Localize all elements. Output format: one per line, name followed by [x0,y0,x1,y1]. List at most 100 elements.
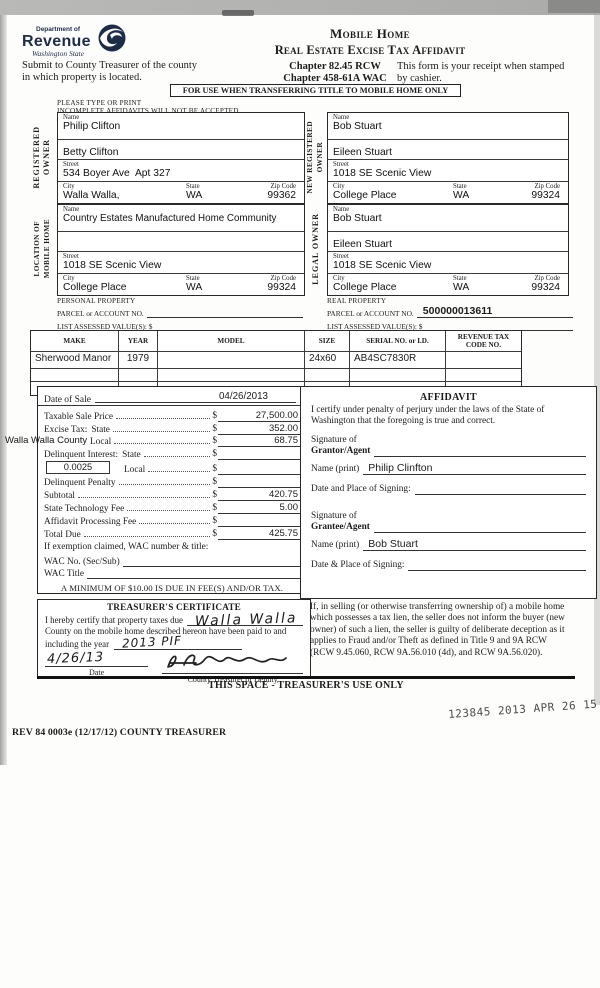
dot-leader [83,535,211,537]
chapter-line1: Chapter 82.45 RCW [289,61,381,72]
registered-name1-value: Philip Clifton [63,121,121,132]
wac-title-label: WAC Title [44,569,85,580]
chapter-line2: Chapter 458-61A WAC [283,72,387,84]
form-title: Mobile Home Real Estate Excise Tax Affid… [215,26,525,58]
receipt-line2: by cashier. [397,72,442,84]
state-cell: State WA [181,274,238,295]
dollar-sign: $ [212,528,217,539]
col-year: YEAR [118,331,157,351]
location-city-row: City College Place State WA Zip Code 993… [58,273,304,295]
table-empty-cell [304,368,349,381]
year-value: 1979 [118,351,157,368]
delinquent-interest-label: Delinquent Interest: [44,450,119,461]
state-cell: State WA [181,182,238,203]
table-empty-cell [349,368,445,381]
registered-state-value: WA [186,190,203,201]
dot-leader [78,496,211,498]
treasurers-certificate-box: TREASURER'S CERTIFICATE I hereby certify… [37,599,311,684]
legal-city-row: City College Place State WA Zip Code 993… [328,273,568,295]
size-value: 24x60 [304,351,349,368]
dot-leader [112,430,211,432]
new-registered-city-value: College Place [333,190,397,201]
affidavit-certify-text: I certify under penalty of perjury under… [311,405,545,427]
registered-zip-value: 99362 [267,190,296,201]
taxable-sale-price-row: Taxable Sale Price $ 27,500.00 [44,409,300,422]
local-rate-box: 0.0025 [46,461,110,475]
signature-of-label: Signature of [311,434,357,445]
scan-edge-right [594,15,600,705]
location-street-value: 1018 SE Scenic View [63,260,162,271]
name-label: Name [333,206,350,213]
registered-name2-row: Betty Clifton [58,139,304,159]
grantee-agent-label: Grantee/Agent [311,521,370,532]
delinquent-interest-local-row: 0.0025 Local $ [44,460,300,476]
street-label: Street [333,253,349,260]
real-parcel-line: PARCEL or ACCOUNT NO. 500000013611 [327,305,573,318]
legal-city-value: College Place [333,282,397,293]
excise-local-value: 68.75 [218,435,300,448]
col-size: SIZE [304,331,349,351]
cert-signature-column: County Treasurer or Deputy [162,651,303,684]
new-registered-name2-value: Eileen Stuart [333,147,392,158]
new-registered-street-value: 1018 SE Scenic View [333,168,432,179]
location-label-line1: LOCATION OF [32,221,41,277]
registered-owner-box: Name Philip Clifton Betty Clifton Street… [57,112,305,204]
use-restriction-box: FOR USE WHEN TRANSFERRING TITLE TO MOBIL… [170,84,461,97]
delinquent-interest-local-value [218,474,300,476]
registered-owner-label: REGISTERED OWNER [28,112,55,202]
new-registered-name1-value: Bob Stuart [333,121,382,132]
total-due-label: Total Due [44,529,81,540]
date-of-sale-value: 04/26/2013 [218,390,268,402]
state-label: State [453,275,467,282]
cashier-timestamp-stamp: 123845 2013 APR 26 15:02 [447,696,600,721]
city-label: City [63,275,75,282]
dot-leader [118,484,211,486]
new-registered-state-value: WA [453,190,470,201]
registered-street-row: Street 534 Boyer Ave Apt 327 [58,159,304,181]
new-registered-owner-label-line1: NEW REGISTERED [305,120,314,194]
cert-line2-text: County on the mobile home described here… [45,626,287,636]
name-label: Name [63,114,80,121]
affidavit-title: AFFIDAVIT [420,392,477,403]
zip-label: Zip Code [270,275,297,282]
delinquent-interest-state-row: Delinquent Interest: State $ [44,447,300,461]
dot-leader [148,471,211,473]
city-label: City [63,183,75,190]
date-of-sale-line: 04/26/2013 [94,390,296,403]
location-name2-row [58,231,304,251]
city-cell: City College Place [328,274,448,295]
registered-owner-label-line1: REGISTERED [32,125,41,189]
submit-line2: in which property is located. [22,71,142,83]
grantor-date-label: Date and Place of Signing: [311,483,411,494]
wac-title-blank [87,578,300,580]
date-sublabel: Date [89,668,105,677]
city-label: City [333,275,345,282]
new-registered-zip-value: 99324 [531,190,560,201]
treasurer-use-divider [37,676,575,679]
subtotal-label: Subtotal [44,490,75,501]
legal-zip-value: 99324 [531,282,560,293]
scan-edge-corner [548,0,600,13]
delinquent-penalty-label: Delinquent Penalty [44,478,116,489]
street-label: Street [63,253,79,260]
grantor-signature-blank [374,445,586,457]
location-zip-value: 99324 [267,282,296,293]
location-label: LOCATION OF MOBILE HOME [28,204,55,294]
dollar-sign: $ [212,436,217,447]
type-or-print-note: PLEASE TYPE OR PRINT [57,99,142,107]
legal-owner-box: Name Bob Stuart Eileen Stuart Street 101… [327,204,569,296]
state-technology-fee-value: 5.00 [218,502,300,514]
registered-name2-value: Betty Clifton [63,147,119,158]
deputy-sublabel: County Treasurer or Deputy [187,675,278,684]
city-cell: City College Place [58,274,181,295]
dollar-sign: $ [212,464,217,475]
col-model: MODEL [157,331,304,351]
scan-edge-left [0,15,7,765]
location-name-row: Name Country Estates Manufactured Home C… [58,205,304,231]
personal-property-title: PERSONAL PROPERTY [57,297,136,305]
cert-line1: I hereby certify that property taxes due… [45,610,303,630]
state-label: State [186,183,200,190]
location-street-row: Street 1018 SE Scenic View [58,251,304,273]
excise-tax-label: Excise Tax: [44,424,88,435]
dollar-sign: $ [212,515,217,526]
